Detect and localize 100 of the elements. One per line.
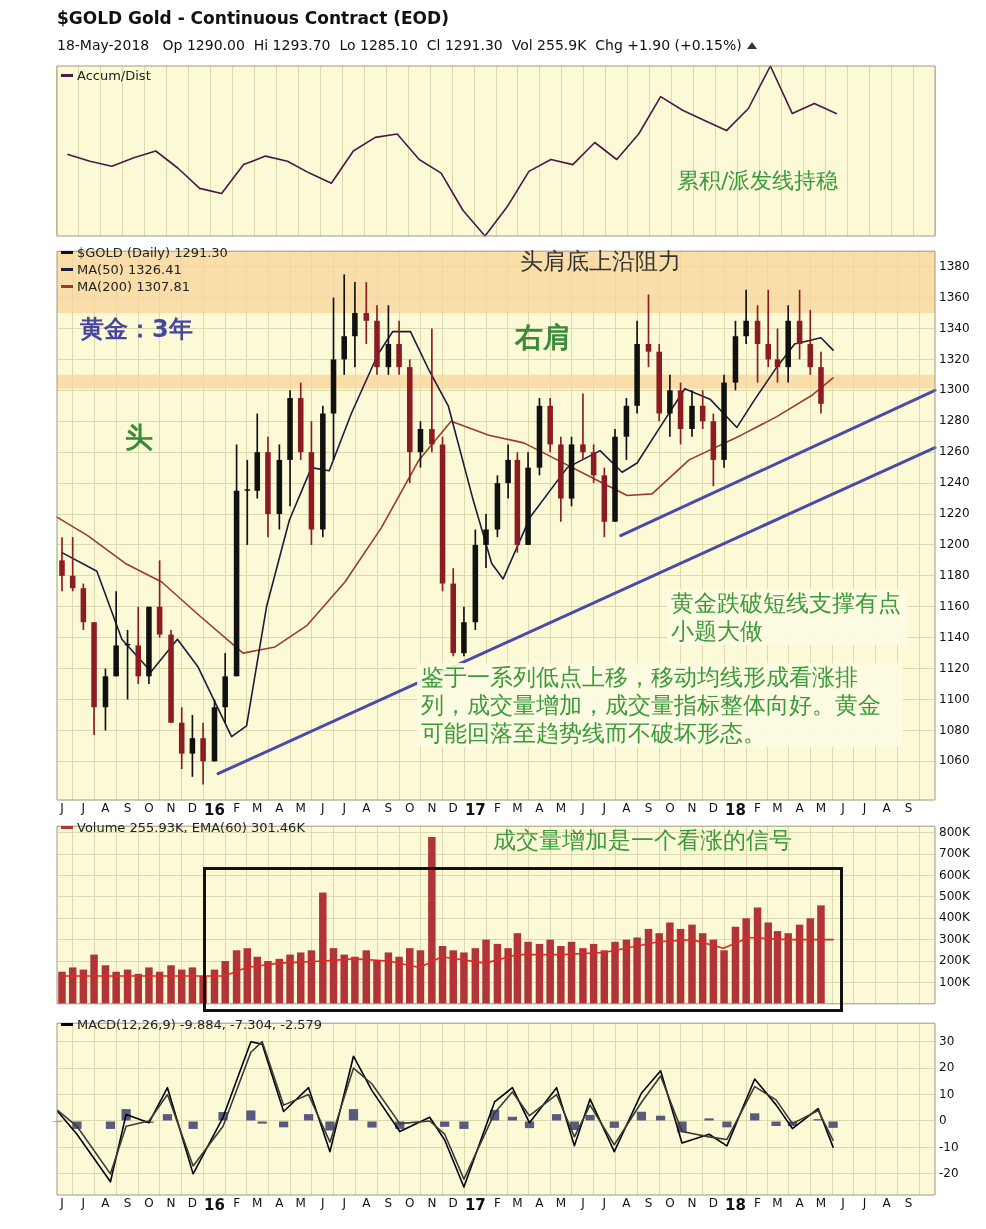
x-tick-label: A [275, 1196, 285, 1211]
band-label: 头肩底上沿阻力 [519, 247, 681, 276]
x-tick-label: N [166, 1196, 176, 1211]
annotation: 黄金跌破短线支撑有点小题大做 [667, 589, 907, 646]
annotation: 头 [125, 421, 153, 456]
y-tick-label: 100K [939, 974, 971, 989]
legend-label: Volume 255.93K, EMA(60) 301.46K [77, 819, 305, 836]
y-tick-label: 300K [939, 931, 971, 946]
x-tick-label: M [815, 801, 827, 816]
x-tick-label: J [320, 801, 325, 816]
x-tick-label: J [580, 1196, 585, 1211]
x-tick-label: A [882, 801, 892, 816]
chart-title: $GOLD Gold - Continuous Contract (EOD) [57, 8, 449, 28]
x-tick-label: M [512, 1196, 523, 1211]
x-tick-label: J [341, 801, 346, 816]
x-tick-label: 18 [725, 800, 746, 819]
x-tick-label: J [580, 801, 585, 816]
x-tick-label: J [601, 801, 607, 816]
x-tick-label: A [535, 801, 545, 816]
x-tick-label: O [405, 801, 415, 816]
y-tick-label: 1380 [939, 258, 970, 273]
x-tick-label: N [427, 1196, 437, 1211]
y-tick-label: -20 [939, 1165, 959, 1180]
x-tick-label: O [665, 801, 675, 816]
y-tick-label: 1240 [939, 475, 970, 490]
x-tick-label: O [144, 1196, 154, 1211]
x-tick-label: N [166, 801, 176, 816]
x-tick-label: S [384, 1196, 393, 1211]
annotation: 黄金：3年 [80, 315, 193, 345]
y-tick-label: 1060 [939, 753, 970, 768]
y-tick-label: 10 [939, 1086, 955, 1101]
x-tick-label: M [252, 1196, 263, 1211]
x-tick-label: M [815, 1196, 827, 1211]
x-tick-label: F [233, 1196, 241, 1211]
y-tick-label: 1360 [939, 289, 970, 304]
y-tick-label: 20 [939, 1060, 955, 1075]
y-tick-label: 1220 [939, 506, 970, 521]
x-tick-label: O [665, 1196, 675, 1211]
chart-subtitle: 18-May-2018 Op 1290.00 Hi 1293.70 Lo 1285.10 Cl 1291.30 Vol 255.9K Chg +1.90 (+0.15%) [57, 37, 742, 53]
x-tick-label: M [512, 801, 523, 816]
x-tick-label: A [622, 1196, 632, 1211]
x-tick-label: A [535, 1196, 545, 1211]
x-tick-label: S [123, 801, 132, 816]
legend-label: $GOLD (Daily) 1291.30 [77, 244, 228, 261]
x-tick-label: M [772, 1196, 783, 1211]
y-tick-label: 600K [939, 867, 971, 882]
x-tick-label: O [144, 801, 154, 816]
y-tick-label: 500K [939, 888, 971, 903]
x-tick-label: M [555, 801, 567, 816]
y-tick-label: 700K [939, 846, 971, 861]
x-tick-label: F [754, 1196, 762, 1211]
y-tick-label: 800K [939, 824, 971, 839]
x-tick-label: 16 [204, 1195, 225, 1214]
x-tick-label: D [708, 1196, 718, 1211]
annotation: 鉴于一系列低点上移，移动均线形成看涨排列，成交量增加，成交量指标整体向好。黄金可能回落至趋势线而不破坏形态。 [417, 663, 903, 748]
x-tick-label: J [80, 1196, 86, 1211]
x-tick-label: J [59, 1196, 64, 1211]
x-tick-label: N [687, 801, 697, 816]
x-tick-label: A [101, 1196, 111, 1211]
y-tick-label: 200K [939, 953, 971, 968]
x-tick-label: F [233, 801, 241, 816]
x-tick-label: J [341, 1196, 346, 1211]
y-tick-label: 1160 [939, 598, 970, 613]
y-tick-label: -10 [939, 1139, 959, 1154]
x-tick-label: 17 [464, 800, 486, 819]
x-tick-label: S [904, 801, 913, 816]
x-tick-label: J [601, 1196, 607, 1211]
x-tick-label: A [362, 801, 372, 816]
legend-label: Accum/Dist [77, 67, 151, 84]
annotation: 右肩 [515, 321, 571, 356]
y-tick-label: 1200 [939, 537, 970, 552]
x-tick-label: J [320, 1196, 325, 1211]
x-tick-label: M [295, 801, 306, 816]
x-tick-label: 18 [725, 1195, 746, 1214]
x-tick-label: N [687, 1196, 697, 1211]
x-tick-label: D [187, 1196, 198, 1211]
y-tick-label: 400K [939, 910, 971, 925]
y-tick-label: 1340 [939, 320, 970, 335]
legend-label: MA(200) 1307.81 [77, 278, 190, 295]
x-tick-label: A [795, 801, 805, 816]
x-tick-label: F [754, 801, 762, 816]
x-tick-label: D [708, 801, 718, 816]
x-tick-label: M [772, 801, 783, 816]
y-tick-label: 0 [939, 1113, 947, 1128]
x-tick-label: A [622, 801, 632, 816]
annotation: 累积/派发线持稳 [677, 168, 839, 195]
x-tick-label: A [101, 801, 111, 816]
x-tick-label: J [840, 1196, 845, 1211]
x-tick-label: O [405, 1196, 415, 1211]
x-tick-label: A [882, 1196, 892, 1211]
annotation: 成交量增加是一个看涨的信号 [493, 826, 792, 855]
x-tick-label: S [644, 1196, 653, 1211]
x-tick-label: D [448, 801, 458, 816]
legend-label: MA(50) 1326.41 [77, 261, 182, 278]
y-tick-label: 1080 [939, 722, 970, 737]
y-tick-label: 1320 [939, 351, 970, 366]
x-tick-label: 17 [464, 1195, 486, 1214]
y-tick-label: 30 [939, 1033, 955, 1048]
y-tick-label: 1100 [939, 691, 970, 706]
x-tick-label: A [795, 1196, 805, 1211]
